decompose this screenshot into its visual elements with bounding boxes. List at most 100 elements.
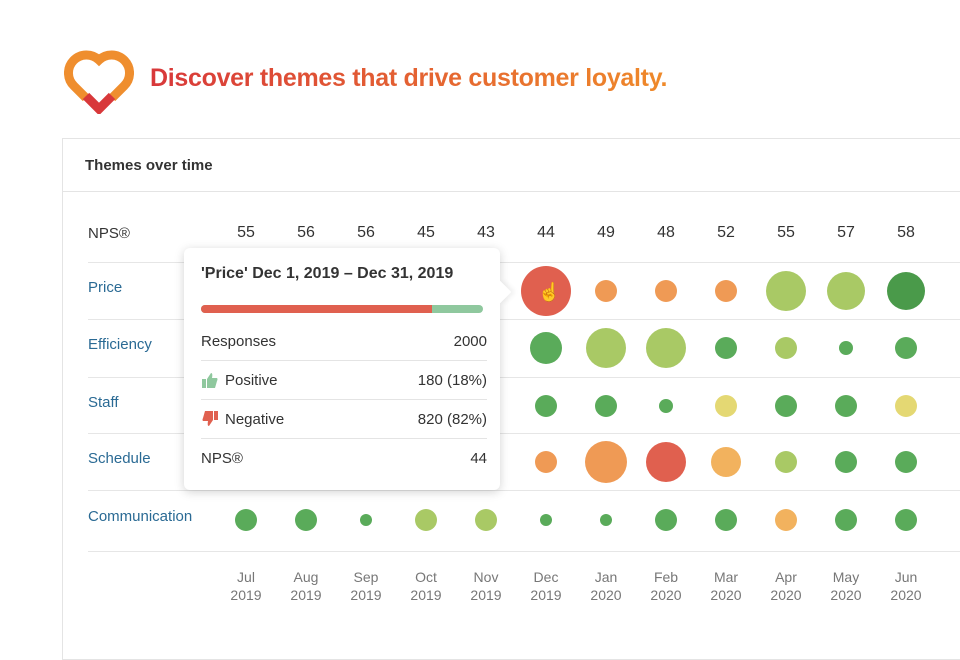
nps-value: 48	[657, 224, 675, 241]
nps-value: 55	[777, 224, 795, 241]
bubble-efficiency-dec[interactable]	[530, 332, 562, 364]
headline: Discover themes that drive customer loya…	[150, 64, 668, 92]
bubble-staff-dec[interactable]	[535, 395, 557, 417]
bubble-price-jan[interactable]	[595, 280, 617, 302]
bubble-efficiency-jan[interactable]	[586, 328, 626, 368]
divider	[63, 191, 960, 192]
bubble-staff-mar[interactable]	[715, 395, 737, 417]
row-label: NPS®	[201, 449, 243, 467]
row-value: 180 (18%)	[417, 371, 487, 389]
bubble-staff-feb[interactable]	[659, 399, 673, 413]
bubble-price-apr[interactable]	[766, 271, 806, 311]
month-label: Jul 2019	[230, 569, 262, 603]
bubble-schedule-apr[interactable]	[775, 451, 797, 473]
bubble-communication-feb[interactable]	[655, 509, 677, 531]
nps-value: 45	[417, 224, 435, 241]
card-title: Themes over time	[85, 157, 213, 174]
bubble-staff-apr[interactable]	[775, 395, 797, 417]
month-label: Sep 2019	[350, 569, 382, 603]
bubble-price-jun[interactable]	[887, 272, 925, 310]
month-label: Oct 2019	[410, 569, 442, 603]
month-label: Feb 2020	[650, 569, 682, 603]
sentiment-bar	[201, 305, 483, 313]
bubble-communication-apr[interactable]	[775, 509, 797, 531]
tooltip-row-nps: NPS® 44	[201, 439, 487, 477]
bubble-communication-nov[interactable]	[475, 509, 497, 531]
bubble-efficiency-apr[interactable]	[775, 337, 797, 359]
row-value: 44	[470, 449, 487, 467]
row-value: 820 (82%)	[417, 410, 487, 428]
bubble-efficiency-mar[interactable]	[715, 337, 737, 359]
month-label: Aug 2019	[290, 569, 322, 603]
heart-logo	[64, 50, 134, 114]
nps-value: 56	[297, 224, 315, 241]
bubble-price-dec[interactable]	[521, 266, 571, 316]
bubble-price-may[interactable]	[827, 272, 865, 310]
bubble-schedule-jan[interactable]	[585, 441, 627, 483]
bubble-communication-jul[interactable]	[235, 509, 257, 531]
month-label: Apr 2020	[770, 569, 802, 603]
gridline	[88, 262, 960, 263]
theme-link-staff[interactable]: Staff	[88, 394, 119, 411]
bubble-schedule-mar[interactable]	[711, 447, 741, 477]
bubble-staff-jan[interactable]	[595, 395, 617, 417]
nps-value: 58	[897, 224, 915, 241]
bubble-communication-may[interactable]	[835, 509, 857, 531]
bubble-chart	[235, 266, 925, 531]
theme-link-price[interactable]: Price	[88, 279, 123, 296]
bubble-communication-jun[interactable]	[895, 509, 917, 531]
row-label: Positive	[225, 371, 278, 389]
bubble-communication-sep[interactable]	[360, 514, 372, 526]
bubble-communication-jan[interactable]	[600, 514, 612, 526]
gridline	[88, 377, 960, 378]
row-label: Responses	[201, 332, 277, 350]
theme-link-schedule[interactable]: Schedule	[88, 450, 151, 467]
bubble-communication-aug[interactable]	[295, 509, 317, 531]
gridline	[88, 490, 960, 491]
gridline	[88, 433, 960, 434]
tooltip-title: 'Price' Dec 1, 2019 – Dec 31, 2019	[201, 265, 454, 282]
month-label: Mar 2020	[710, 569, 742, 603]
bubble-efficiency-feb[interactable]	[646, 328, 686, 368]
bubble-staff-may[interactable]	[835, 395, 857, 417]
month-label: Nov 2019	[470, 569, 502, 603]
month-label: Jun 2020	[890, 569, 922, 603]
bubble-schedule-jun[interactable]	[895, 451, 917, 473]
theme-link-communication[interactable]: Communication	[88, 508, 193, 525]
bubble-efficiency-jun[interactable]	[895, 337, 917, 359]
bubble-staff-jun[interactable]	[895, 395, 917, 417]
bubble-price-mar[interactable]	[715, 280, 737, 302]
nps-value: 57	[837, 224, 855, 241]
month-label: May 2020	[830, 569, 862, 603]
tooltip-row-responses: Responses 2000	[201, 322, 487, 361]
nps-value: 52	[717, 224, 735, 241]
bubble-communication-dec[interactable]	[540, 514, 552, 526]
gridline	[88, 551, 960, 552]
nps-value: 44	[537, 224, 555, 241]
bubble-communication-mar[interactable]	[715, 509, 737, 531]
negative-share-fill	[201, 305, 433, 313]
month-label: Dec 2019	[530, 569, 562, 603]
nps-value: 55	[237, 224, 255, 241]
bubble-schedule-may[interactable]	[835, 451, 857, 473]
tooltip: 'Price' Dec 1, 2019 – Dec 31, 2019 Respo…	[184, 248, 500, 490]
nps-value: 56	[357, 224, 375, 241]
bubble-schedule-feb[interactable]	[646, 442, 686, 482]
theme-link-efficiency[interactable]: Efficiency	[88, 336, 152, 353]
hand-cursor-icon: ☝	[538, 282, 561, 302]
row-value: 2000	[453, 332, 487, 350]
nps-value: 49	[597, 224, 615, 241]
thumbs-up-icon	[202, 373, 218, 388]
bubble-communication-oct[interactable]	[415, 509, 437, 531]
nps-value: 43	[477, 224, 495, 241]
row-label: Negative	[225, 410, 285, 428]
thumbs-down-icon	[202, 411, 218, 426]
gridline	[88, 319, 960, 320]
bubble-efficiency-may[interactable]	[839, 341, 853, 355]
bubble-schedule-dec[interactable]	[535, 451, 557, 473]
tooltip-row-negative: Negative 820 (82%)	[201, 400, 487, 439]
bubble-price-feb[interactable]	[655, 280, 677, 302]
nps-row-label: NPS®	[88, 225, 130, 242]
month-label: Jan 2020	[590, 569, 622, 603]
tooltip-row-positive: Positive 180 (18%)	[201, 361, 487, 400]
